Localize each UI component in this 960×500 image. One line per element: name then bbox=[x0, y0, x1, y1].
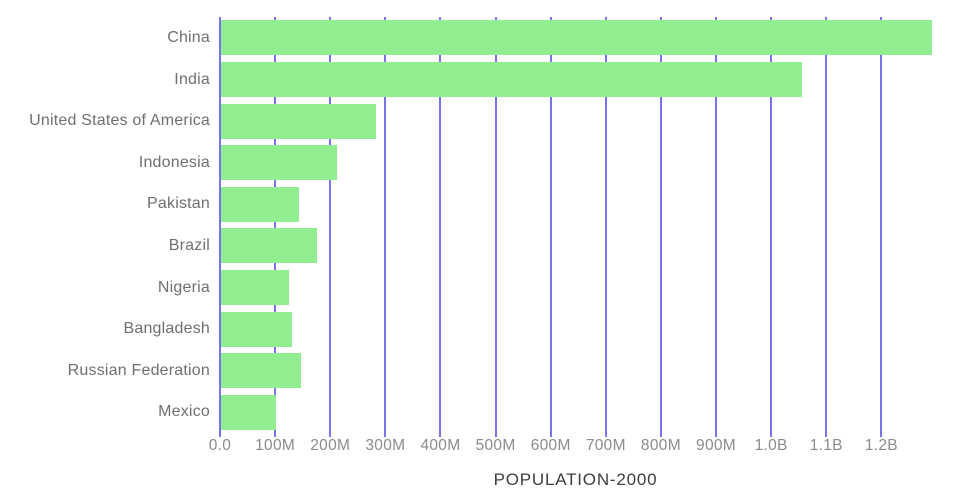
gridline bbox=[439, 17, 442, 437]
bar bbox=[221, 20, 932, 56]
gridline bbox=[715, 17, 718, 437]
country-label: Indonesia bbox=[138, 153, 210, 171]
x-tick-label: 0.0 bbox=[208, 437, 232, 454]
gridline bbox=[384, 17, 387, 437]
gridline bbox=[880, 17, 883, 437]
bar bbox=[221, 103, 376, 139]
x-tick-label: 300M bbox=[365, 437, 406, 454]
bar bbox=[221, 61, 802, 97]
bar bbox=[221, 353, 302, 389]
country-label: Nigeria bbox=[157, 278, 210, 296]
chart-title: POPULATION-2000 bbox=[493, 470, 658, 489]
gridline bbox=[825, 17, 828, 437]
bar bbox=[221, 394, 277, 430]
x-tick-label: 900M bbox=[696, 437, 737, 454]
gridline bbox=[549, 17, 552, 437]
x-tick-label: 200M bbox=[310, 437, 351, 454]
x-tick-label: 700M bbox=[585, 437, 626, 454]
country-label: Russian Federation bbox=[67, 361, 210, 379]
x-tick-label: 800M bbox=[640, 437, 681, 454]
x-tick-label: 100M bbox=[255, 437, 296, 454]
y-axis-labels: China India United States of America Indone… bbox=[0, 17, 214, 433]
x-tick-label: 600M bbox=[530, 437, 571, 454]
gridline bbox=[219, 17, 221, 437]
gridline bbox=[274, 17, 277, 437]
gridline bbox=[329, 17, 332, 437]
x-tick-label: 1.2B bbox=[864, 437, 898, 454]
country-label: China bbox=[167, 29, 210, 46]
country-label: Bangladesh bbox=[123, 320, 210, 338]
x-tick-label: 1.0B bbox=[754, 437, 788, 454]
x-tick-label: 400M bbox=[420, 437, 461, 454]
bar bbox=[221, 269, 289, 305]
x-axis-labels: 0.0 100M 200M 300M 400M 500M 600M 700M 800M 900M 1… bbox=[209, 437, 931, 455]
bar bbox=[221, 228, 318, 264]
x-tick-label: 1.1B bbox=[809, 437, 843, 454]
gridline bbox=[770, 17, 773, 437]
country-label: Mexico bbox=[158, 403, 210, 421]
country-label: India bbox=[174, 70, 210, 88]
gridline bbox=[494, 17, 497, 437]
country-label: United States of America bbox=[29, 112, 210, 130]
plot-area bbox=[219, 17, 932, 437]
gridline bbox=[659, 17, 662, 437]
gridline bbox=[604, 17, 607, 437]
x-tick-label: 500M bbox=[475, 437, 516, 454]
bar bbox=[221, 311, 293, 347]
country-label: Brazil bbox=[168, 237, 210, 254]
bar bbox=[221, 186, 300, 222]
bar bbox=[221, 145, 338, 181]
country-label: Pakistan bbox=[147, 195, 210, 213]
